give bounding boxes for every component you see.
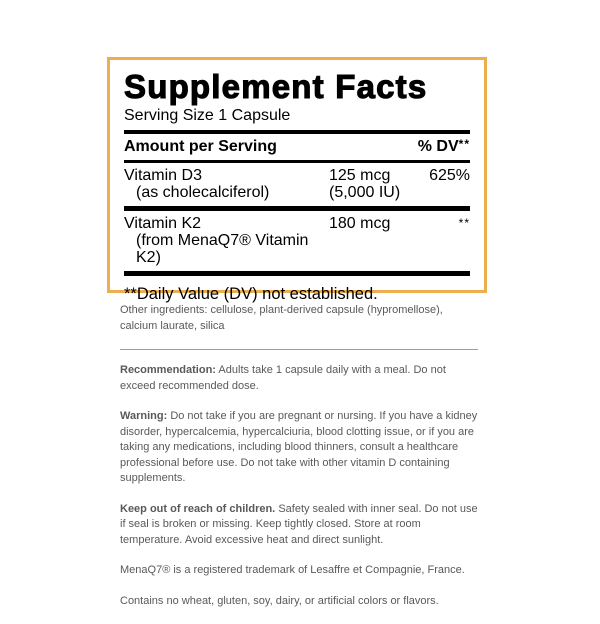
warning-label: Warning: — [120, 410, 168, 422]
recommendation-text: Adults take 1 capsule daily with a meal.… — [120, 364, 446, 392]
divider-thick — [124, 206, 470, 211]
serving-size: Serving Size 1 Capsule — [124, 107, 291, 124]
warning-text: Do not take if you are pregnant or nursi… — [120, 410, 478, 484]
recommendation-paragraph: Recommendation: Adults take 1 capsule da… — [120, 363, 478, 394]
nutrient-source: (from MenaQ7® Vitamin K2) — [136, 232, 309, 266]
supplement-facts-panel: Supplement Facts Serving Size 1 Capsule … — [107, 57, 487, 303]
table-row-vitamin-d3: Vitamin D3 (as cholecalciferol) 125 mcg … — [124, 163, 470, 206]
divider-medium — [124, 160, 470, 163]
nutrient-name: Vitamin D3 (as cholecalciferol) — [124, 167, 329, 201]
nutrient-amount: 125 mcg (5,000 IU) — [329, 167, 408, 201]
amount-per-serving-label: Amount per Serving — [124, 138, 277, 155]
divider-thick — [124, 271, 470, 276]
nutrient-name: Vitamin K2 (from MenaQ7® Vitamin K2) — [124, 215, 329, 266]
section-divider — [120, 349, 478, 350]
dv-header-asterisks: ** — [458, 137, 470, 151]
other-ingredients: Other ingredients: cellulose, plant-deri… — [120, 304, 443, 332]
dv-header: % DV** — [417, 137, 470, 155]
contains-note: Contains no wheat, gluten, soy, dairy, o… — [120, 594, 439, 607]
trademark-note: MenaQ7® is a registered trademark of Les… — [120, 564, 465, 576]
table-header-row: Amount per Serving % DV** — [124, 134, 470, 160]
warning-paragraph: Warning: Do not take if you are pregnant… — [120, 409, 478, 487]
keep-out-of-reach-paragraph: Keep out of reach of children. Safety se… — [120, 502, 478, 549]
nutrient-dv: ** — [458, 216, 470, 230]
label-details: Other ingredients: cellulose, plant-deri… — [120, 303, 478, 624]
divider-thick — [124, 130, 470, 134]
panel-title: Supplement Facts — [123, 67, 428, 105]
dv-footnote: **Daily Value (DV) not established. — [124, 285, 378, 303]
keep-out-of-reach-label: Keep out of reach of children. — [120, 502, 276, 515]
nutrient-source: (as cholecalciferol) — [136, 184, 270, 201]
supplement-label-page: Supplement Facts Serving Size 1 Capsule … — [107, 57, 487, 607]
nutrient-amount-iu: (5,000 IU) — [329, 184, 401, 201]
keep-out-of-reach-text: Safety sealed with inner seal. Do not us… — [120, 502, 478, 546]
recommendation-label: Recommendation: — [120, 364, 216, 376]
nutrient-dv: 625% — [429, 167, 470, 184]
table-row-vitamin-k2: Vitamin K2 (from MenaQ7® Vitamin K2) 180… — [124, 211, 470, 271]
nutrient-amount: 180 mcg — [329, 215, 391, 232]
